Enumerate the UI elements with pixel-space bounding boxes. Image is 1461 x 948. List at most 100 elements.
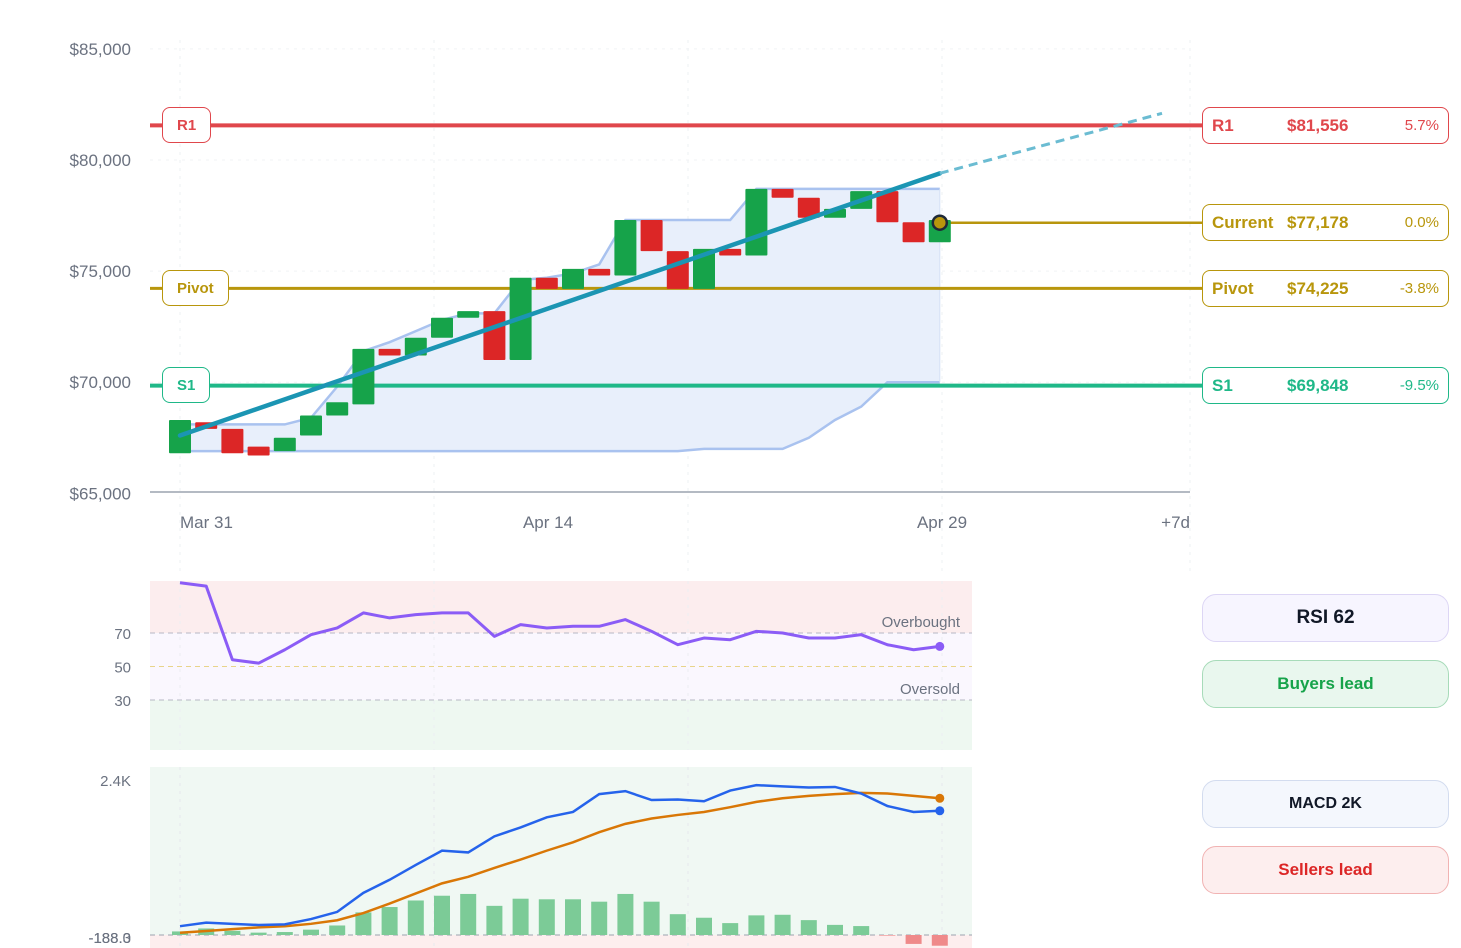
rsi-value-panel: RSI 62 (1202, 594, 1449, 642)
candle-down (483, 311, 506, 360)
macd-histogram-bar (381, 907, 398, 935)
macd-histogram-bar (617, 893, 634, 935)
rsi-status-panel: Buyers lead (1202, 660, 1449, 708)
candle-up (273, 437, 296, 452)
trend-line (177, 171, 943, 438)
y-tick-label: $65,000 (70, 484, 131, 503)
level-label-pivot: Pivot $74,225 -3.8% (1202, 270, 1449, 307)
macd-histogram-bar (774, 914, 791, 935)
candle-up (431, 317, 453, 338)
candle-down (247, 446, 270, 456)
candle-down (535, 277, 558, 289)
level-label-s1: S1 $69,848 -9.5% (1202, 367, 1449, 404)
x-tick-label: Apr 14 (523, 513, 573, 532)
macd-histogram-bar (329, 925, 346, 935)
macd-tick-label: -188.0 (88, 930, 131, 947)
candle-down (771, 188, 794, 198)
level-pct: -9.5% (1399, 377, 1439, 394)
macd-histogram-bar (224, 930, 241, 935)
x-tick-label: Apr 29 (917, 513, 967, 532)
rsi-overbought-zone (150, 581, 972, 633)
channel-band-fill (180, 188, 940, 452)
macd-histogram-bar (748, 915, 765, 935)
x-tick-label: Mar 31 (180, 513, 233, 532)
candle-down (719, 248, 742, 256)
trend-projection-line (939, 111, 1163, 175)
macd-histogram-bar (460, 893, 477, 935)
level-pct: 5.7% (1404, 117, 1439, 134)
level-label-current: Current $77,178 0.0% (1202, 204, 1449, 241)
rsi-overbought-label: Overbought (882, 614, 961, 631)
macd-histogram-bar (696, 917, 712, 935)
candle-down (797, 197, 820, 218)
candle-up (562, 268, 584, 289)
rsi-tick-label: 50 (114, 660, 131, 677)
level-price: $74,225 (1287, 278, 1349, 298)
level-price: $77,178 (1287, 212, 1349, 232)
macd-end-marker (935, 806, 945, 816)
macd-histogram-bar (879, 935, 896, 936)
level-name: R1 (1212, 115, 1234, 135)
macd-histogram-bar (827, 924, 843, 935)
level-name: Current (1212, 212, 1274, 232)
macd-histogram-bar (931, 935, 948, 946)
macd-tick-label: -188.3 (88, 930, 131, 947)
macd-upper-zone (150, 767, 972, 935)
macd-histogram-bar (512, 898, 529, 935)
candle-down (588, 268, 611, 276)
macd-lower-zone (150, 935, 972, 948)
macd-histogram-bar (486, 905, 503, 935)
macd-histogram-bar (669, 914, 686, 935)
macd-tick-label: 2.4K (100, 773, 131, 790)
rsi-tick-label: 30 (114, 693, 131, 710)
level-tag-r1: R1 (162, 107, 212, 143)
level-pct: 0.0% (1404, 214, 1439, 231)
macd-histogram-bar (172, 931, 188, 935)
candle-up (326, 402, 349, 416)
macd-signal-end-marker (935, 793, 945, 803)
macd-histogram-bar (303, 929, 319, 935)
macd-histogram-bar (407, 900, 424, 935)
macd-status-panel: Sellers lead (1202, 846, 1449, 894)
rsi-neutral-zone (150, 633, 972, 700)
level-name: Pivot (1212, 278, 1254, 298)
level-pct: -3.8% (1399, 280, 1439, 297)
channel-lower-line (180, 380, 940, 453)
level-label-r1: R1 $81,556 5.7% (1202, 107, 1449, 144)
candle-up (745, 188, 768, 256)
candle-up (457, 311, 480, 318)
macd-line (179, 783, 940, 928)
candle-down (221, 428, 244, 454)
macd-histogram-bar (276, 932, 293, 935)
candle-up (352, 348, 375, 405)
macd-value-panel: MACD 2K (1202, 780, 1449, 828)
candle-down (666, 251, 689, 289)
current-price-marker (931, 214, 949, 231)
macd-histogram-bar (591, 901, 608, 935)
y-tick-label: $85,000 (70, 40, 131, 59)
level-tag-s1: S1 (162, 367, 211, 403)
macd-histogram-bar (355, 912, 372, 935)
level-price: $81,556 (1287, 115, 1349, 135)
rsi-oversold-label: Oversold (900, 681, 960, 698)
y-tick-label: $75,000 (70, 262, 131, 281)
macd-histogram-bar (565, 899, 581, 935)
macd-histogram-bar (853, 926, 870, 935)
rsi-oversold-zone (150, 700, 972, 750)
macd-histogram-bar (905, 935, 922, 944)
candle-up (300, 415, 322, 436)
macd-histogram-bar (800, 920, 817, 935)
rsi-line (179, 581, 940, 665)
x-tick-label: +7d (1161, 513, 1190, 532)
macd-histogram-bar (434, 895, 450, 935)
rsi-tick-label: 70 (114, 626, 131, 643)
level-price: $69,848 (1287, 375, 1349, 395)
macd-histogram-bar (538, 899, 555, 935)
macd-histogram-bar (250, 932, 267, 935)
level-tag-pivot: Pivot (162, 270, 229, 306)
macd-signal-line (179, 791, 940, 934)
rsi-end-marker (935, 641, 945, 651)
macd-histogram-bar (643, 901, 660, 935)
candle-up (614, 219, 637, 276)
